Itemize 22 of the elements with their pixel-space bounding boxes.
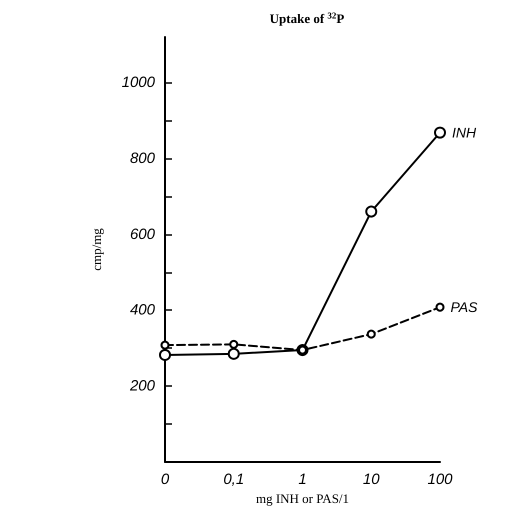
x-tick-label: 10: [362, 471, 380, 488]
y-tick-label: 400: [130, 302, 156, 319]
x-tick-label: 100: [427, 471, 454, 488]
x-tick-label: 1: [298, 471, 307, 488]
point: [365, 206, 378, 218]
point: [159, 348, 171, 361]
x-axis-title: mg INH or PAS/1: [256, 491, 350, 506]
y-tick-label: 1000: [122, 74, 156, 92]
y-axis-title: cmp/mg: [89, 228, 104, 271]
point: [436, 302, 444, 312]
series-label: PAS: [450, 299, 478, 316]
point: [160, 340, 170, 350]
point: [228, 348, 240, 360]
series-label: INH: [452, 124, 477, 141]
y-tick-label: 800: [130, 150, 156, 167]
x-tick-label: 0: [160, 471, 170, 488]
y-tick-label: 200: [128, 378, 156, 395]
y-tick-label: 600: [130, 226, 156, 243]
point: [434, 126, 446, 139]
point: [366, 330, 376, 339]
x-tick-label: 0,1: [223, 471, 244, 488]
point: [229, 340, 238, 349]
